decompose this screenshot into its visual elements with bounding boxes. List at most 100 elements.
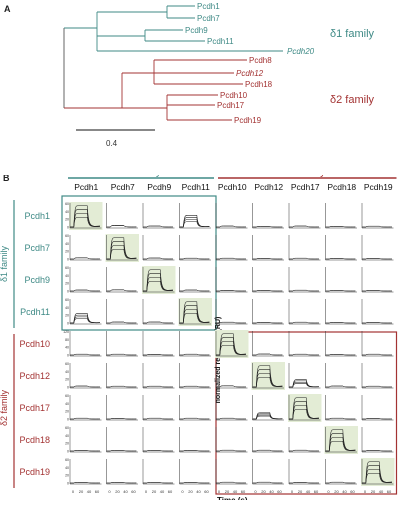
column-label: Pcdh11	[182, 182, 210, 192]
sensorgram-trace	[216, 385, 246, 388]
sensorgram-trace	[325, 385, 356, 388]
sensorgram-trace	[179, 386, 210, 388]
tree-leaf-label: Pcdh1	[197, 2, 220, 11]
y-tick-label: 40	[65, 402, 69, 406]
row-label: Pcdh17	[19, 403, 50, 413]
phylogenetic-tree-panel: A Pcdh1 Pcdh7 Pcdh9 Pcdh11 Pcdh20 Pcdh8 Pcdh12 P…	[0, 0, 407, 175]
column-label: Pcdh1	[74, 182, 98, 192]
x-tick-label: 40	[123, 489, 128, 494]
y-tick-label: 20	[65, 250, 69, 254]
tree-leaf-label: Pcdh12	[236, 69, 264, 78]
sensorgram-trace	[143, 418, 173, 420]
sensorgram-trace	[143, 482, 173, 484]
x-tick-label: 0	[108, 489, 111, 494]
x-tick-label: 60	[204, 489, 209, 494]
tree-leaf-label: Pcdh9	[185, 26, 208, 35]
sensorgram-trace	[289, 258, 319, 260]
sensorgram-trace	[179, 482, 210, 484]
x-tick-label: 40	[379, 489, 384, 494]
y-tick-label: 20	[65, 410, 69, 414]
sensorgram-trace	[252, 226, 283, 228]
y-tick-label: 40	[65, 346, 69, 350]
x-tick-label: 60	[241, 489, 246, 494]
sensorgram-trace	[70, 318, 100, 324]
tree-leaf-label: Pcdh10	[220, 91, 248, 100]
sensorgram-trace	[70, 450, 100, 452]
x-tick-label: 40	[233, 489, 238, 494]
y-tick-label: 0	[67, 321, 69, 325]
sensorgram-trace	[179, 354, 210, 356]
y-tick-label: 20	[65, 474, 69, 478]
x-tick-label: 20	[371, 489, 376, 494]
row-label: Pcdh7	[24, 243, 50, 253]
sensorgram-trace	[289, 383, 319, 388]
sensorgram-trace	[325, 322, 356, 324]
sensorgram-trace	[362, 472, 392, 484]
y-tick-label: 40	[65, 370, 69, 374]
sensorgram-trace	[325, 290, 356, 292]
row-label: Pcdh9	[24, 275, 50, 285]
tree-leaf-label: Pcdh20	[287, 47, 315, 56]
sensorgram-trace	[362, 226, 392, 228]
x-tick-label: 0	[145, 489, 148, 494]
column-label: Pcdh12	[254, 182, 283, 192]
sensorgram-trace	[289, 482, 319, 484]
scale-bar-label: 0.4	[106, 139, 118, 148]
x-tick-label: 40	[269, 489, 274, 494]
sensorgram-trace	[362, 450, 392, 452]
sensorgram-trace	[216, 450, 246, 452]
row-label: Pcdh12	[19, 371, 50, 381]
x-tick-label: 20	[152, 489, 157, 494]
x-tick-label: 40	[87, 489, 92, 494]
y-tick-label: 0	[67, 257, 69, 261]
sensorgram-trace	[325, 354, 356, 356]
sensorgram-trace	[252, 482, 283, 484]
group1-label: δ1 family	[330, 28, 375, 40]
y-tick-label: 20	[65, 218, 69, 222]
y-tick-label: 60	[65, 298, 69, 302]
x-tick-label: 0	[181, 489, 184, 494]
sensorgram-trace	[143, 354, 173, 356]
sensorgram-trace	[143, 450, 173, 452]
row-label: Pcdh19	[19, 467, 50, 477]
x-tick-label: 60	[387, 489, 392, 494]
sensorgram-trace	[252, 450, 283, 452]
sensorgram-trace	[362, 290, 392, 292]
y-tick-label: 40	[65, 242, 69, 246]
y-tick-label: 60	[65, 426, 69, 430]
x-tick-label: 0	[254, 489, 257, 494]
sensorgram-trace	[216, 344, 246, 356]
sensorgram-trace	[216, 482, 246, 484]
sensorgram-trace	[362, 418, 392, 420]
sensorgram-trace	[70, 289, 100, 292]
sensorgram-trace	[362, 354, 392, 356]
sensorgram-trace	[143, 225, 173, 228]
sensorgram-trace	[252, 322, 283, 324]
sensorgram-trace	[70, 385, 100, 388]
sensorgram-trace	[289, 225, 319, 228]
sensorgram-trace	[179, 289, 210, 292]
sensorgram-trace	[179, 258, 210, 260]
y-tick-label: 40	[65, 434, 69, 438]
y-tick-label: 80	[65, 338, 69, 342]
sensorgram-trace	[216, 418, 246, 420]
sensorgram-trace	[325, 440, 356, 452]
y-tick-label: 20	[65, 442, 69, 446]
group-box-d1	[61, 195, 217, 331]
row-label: Pcdh10	[19, 339, 50, 349]
sensorgram-trace	[106, 482, 137, 484]
sensorgram-trace	[179, 221, 210, 228]
sensorgram-trace	[179, 312, 210, 324]
tree-leaf-label: Pcdh19	[234, 116, 262, 125]
sensorgram-trace	[70, 216, 100, 228]
x-tick-label: 0	[364, 489, 367, 494]
x-tick-label: 0	[291, 489, 294, 494]
sensorgram-trace	[252, 290, 283, 292]
y-tick-label: 40	[65, 306, 69, 310]
y-tick-label: 40	[65, 466, 69, 470]
sensorgram-trace	[325, 226, 356, 228]
sensorgram-trace	[325, 482, 356, 484]
sensorgram-trace	[106, 450, 137, 452]
